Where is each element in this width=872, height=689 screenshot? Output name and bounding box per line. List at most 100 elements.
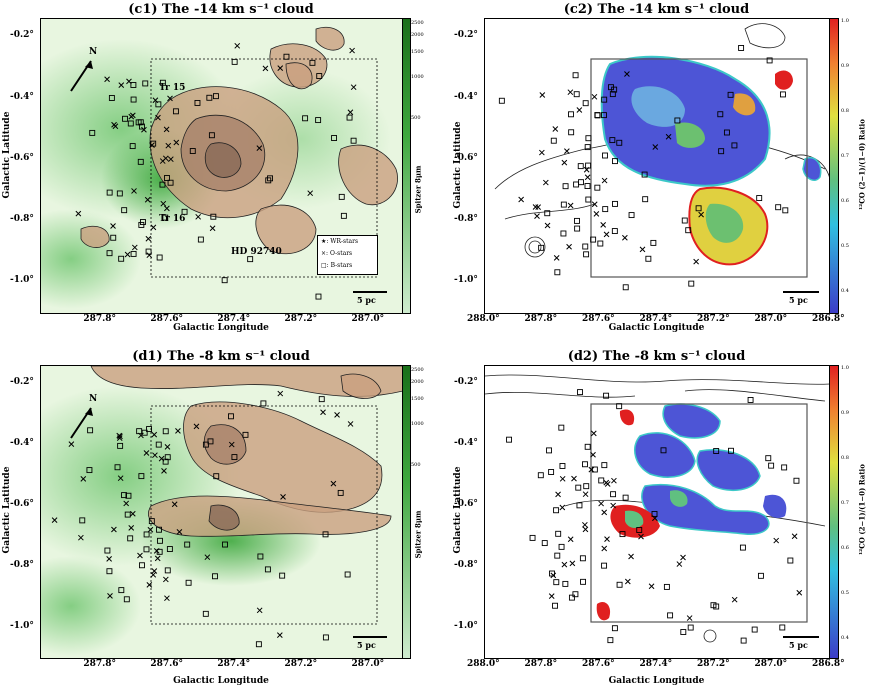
x-tick-label: 288.0° xyxy=(467,659,500,669)
b-star-marker xyxy=(138,221,145,228)
o-star-marker xyxy=(110,223,116,229)
star-markers-d2 xyxy=(506,389,803,644)
o-star-marker xyxy=(152,97,159,104)
b-star-marker xyxy=(346,114,353,121)
b-star-marker xyxy=(747,397,754,403)
x-tick-label: 287.8° xyxy=(83,314,117,324)
o-star-marker xyxy=(639,246,646,253)
colorbar-c1 xyxy=(402,18,411,314)
x-tick-label: 287.6° xyxy=(582,314,615,324)
b-star-marker xyxy=(582,100,589,107)
scale-label-d1: 5 pc xyxy=(357,640,376,650)
cb-tick: 2500 xyxy=(411,367,424,373)
cb-tick: 2000 xyxy=(411,32,424,38)
b-star-marker xyxy=(555,530,562,537)
x-tick-label: 287.8° xyxy=(83,659,117,669)
b-star-marker xyxy=(612,200,618,207)
o-star-marker xyxy=(128,113,135,120)
o-star-marker xyxy=(601,177,608,184)
label-hd92740: HD 92740 xyxy=(231,247,282,257)
o-star-marker xyxy=(791,533,798,540)
b-star-marker xyxy=(591,466,598,473)
o-star-marker xyxy=(112,123,119,130)
b-star-marker xyxy=(601,96,608,103)
o-star-marker xyxy=(350,84,357,91)
o-star-marker xyxy=(262,65,269,72)
b-star-marker xyxy=(549,570,555,577)
o-star-marker xyxy=(518,196,525,203)
b-star-marker xyxy=(550,137,557,144)
o-star-marker xyxy=(204,554,211,561)
colorbar-d1 xyxy=(402,365,411,659)
plot-area-c2: 5 pc xyxy=(484,18,831,314)
y-tick-label: -0.2° xyxy=(454,377,478,388)
o-star-marker xyxy=(175,428,181,434)
o-star-marker xyxy=(539,92,546,98)
o-star-marker xyxy=(117,475,124,482)
b-star-marker xyxy=(541,540,548,547)
b-star-marker xyxy=(554,552,561,559)
emission-region xyxy=(41,556,141,656)
o-star-marker xyxy=(151,568,158,574)
o-star-marker xyxy=(624,578,631,585)
o-star-marker xyxy=(173,139,180,146)
y-tick-label: -0.6° xyxy=(454,498,478,509)
star-markers-c1 xyxy=(75,42,357,300)
cloud-contour xyxy=(204,142,242,178)
o-star-marker xyxy=(160,200,167,207)
o-star-marker xyxy=(588,466,595,473)
o-star-marker xyxy=(686,615,693,621)
o-star-marker xyxy=(571,475,577,482)
b-star-marker xyxy=(116,190,123,197)
b-star-marker xyxy=(184,541,191,548)
scale-bar-d2 xyxy=(783,636,819,638)
ratio-region xyxy=(631,86,685,127)
o-star-marker xyxy=(228,441,235,448)
o-star-marker xyxy=(154,555,161,562)
scale-label-c1: 5 pc xyxy=(357,295,376,305)
north-label: N xyxy=(89,394,98,404)
b-star-marker xyxy=(537,472,544,479)
b-star-marker xyxy=(231,58,238,65)
b-star-marker xyxy=(213,473,220,480)
b-star-marker xyxy=(138,473,145,480)
o-star-marker xyxy=(145,235,152,242)
cloud-contours-c1 xyxy=(80,27,398,255)
b-star-marker xyxy=(781,464,788,471)
b-star-marker xyxy=(79,517,86,524)
cloud-contour xyxy=(285,62,313,90)
b-star-marker xyxy=(710,602,717,609)
label-tr16: Tr 16 xyxy=(159,214,186,224)
ratio-region xyxy=(596,601,611,621)
b-star-marker xyxy=(553,507,560,514)
b-star-marker xyxy=(231,454,238,461)
o-star-marker xyxy=(320,409,326,416)
b-star-marker xyxy=(622,284,629,291)
o-star-marker xyxy=(584,174,591,181)
b-star-marker xyxy=(212,573,218,580)
b-star-marker xyxy=(228,413,234,420)
colorbar-label-c2: ¹²CO (2−1)/(1−0) Ratio xyxy=(857,119,867,210)
b-star-marker xyxy=(538,244,545,251)
b-star-marker xyxy=(727,91,734,98)
region-box xyxy=(590,403,808,623)
y-tick-label: -0.4° xyxy=(10,438,34,449)
contour-line xyxy=(684,389,826,402)
legend-wr: ★: WR-stars xyxy=(321,238,359,245)
b-star-marker xyxy=(316,73,323,80)
y-axis-label-d2: Galactic Latitude xyxy=(453,466,463,554)
o-star-marker xyxy=(104,76,110,83)
b-star-marker xyxy=(106,189,113,196)
cb-tick: 0.7 xyxy=(841,500,849,506)
b-star-marker xyxy=(137,158,144,165)
y-tick-label: -0.8° xyxy=(10,559,34,570)
ratio-region xyxy=(670,490,688,507)
o-star-marker xyxy=(601,545,608,552)
y-tick-label: -0.8° xyxy=(454,559,478,570)
o-star-marker xyxy=(601,509,608,516)
o-star-marker xyxy=(164,205,170,212)
b-star-marker xyxy=(598,477,605,484)
b-star-marker xyxy=(739,544,746,551)
b-star-marker xyxy=(143,531,150,538)
o-star-marker xyxy=(167,95,173,102)
